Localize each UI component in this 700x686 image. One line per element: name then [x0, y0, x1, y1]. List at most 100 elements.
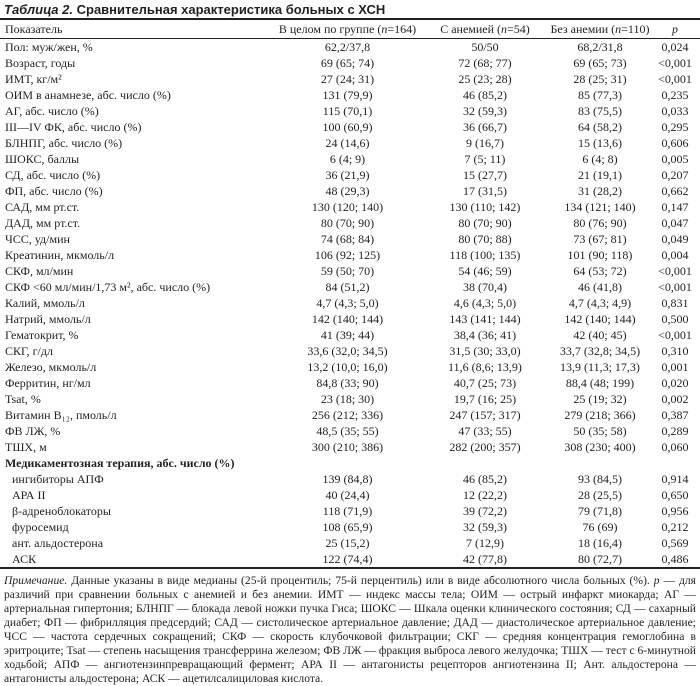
note-text-2: — для различий при сравнении больных с а…: [4, 574, 696, 685]
value-anemia: 4,6 (4,3; 5,0): [453, 296, 517, 310]
value-anemia: 38 (70,4): [463, 280, 507, 294]
note-label: Примечание.: [4, 574, 68, 587]
table-row: АГ, абс. число (%) 115 (70,1) 32 (59,3) 83 …: [0, 103, 700, 119]
value-p: 0,295: [661, 120, 689, 134]
table-row: БЛНПГ, абс. число (%) 24 (14,6) 9 (16,7) 15…: [0, 135, 700, 151]
value-anemia: 32 (59,3): [463, 104, 507, 118]
table-row: СКФ, мл/мин 59 (50; 70) 54 (46; 59) 64 (53;…: [0, 263, 700, 279]
table-row: САД, мм рт.ст. 130 (120; 140) 130 (110; 14…: [0, 199, 700, 215]
value-anemia: 247 (157; 317): [449, 408, 521, 422]
row-label: Возраст, годы: [5, 56, 76, 70]
table-row: Ферритин, нг/мл 84,8 (33; 90) 40,7 (25; 73…: [0, 375, 700, 391]
note-text-1: Данные указаны в виде медианы (25-й проц…: [67, 574, 654, 587]
value-total: 139 (84,8): [322, 472, 373, 486]
comparison-table: Показатель В целом по группе (n=164) С а…: [0, 21, 700, 569]
table-number: Таблица 2.: [4, 2, 73, 17]
value-no-anemia: 15 (13,6): [578, 136, 622, 150]
table-row: Tsat, % 23 (18; 30) 19,7 (16; 25) 25 (19; 3…: [0, 391, 700, 407]
value-p: 0,049: [661, 232, 689, 246]
row-label: β-адреноблокаторы: [12, 504, 111, 518]
value-no-anemia: 64 (53; 72): [573, 264, 627, 278]
table-row: Возраст, годы 69 (65; 74) 72 (68; 77) 69 (6…: [0, 55, 700, 71]
value-anemia: 50/50: [471, 40, 499, 54]
value-no-anemia: 279 (218; 366): [564, 408, 636, 422]
value-no-anemia: 25 (19; 32): [573, 392, 627, 406]
value-p: <0,001: [658, 72, 692, 86]
value-p: 0,005: [661, 152, 689, 166]
table-row: ИМТ, кг/м² 27 (24; 31) 25 (23; 28) 28 (25; …: [0, 71, 700, 87]
table-row: β-адреноблокаторы 118 (71,9) 39 (72,2) 79 (…: [0, 503, 700, 519]
row-label: БЛНПГ, абс. число (%): [5, 136, 123, 150]
value-total: 59 (50; 70): [320, 264, 375, 278]
value-p: 0,606: [661, 136, 689, 150]
value-p: 0,650: [661, 488, 689, 502]
value-p: 0,956: [661, 504, 689, 518]
table-row: АСК 122 (74,4) 42 (77,8) 80 (72,7) 0,486: [0, 551, 700, 568]
value-anemia: 11,6 (8,6; 13,9): [448, 360, 522, 374]
value-p: <0,001: [658, 328, 692, 342]
value-no-anemia: 13,9 (11,3; 17,3): [560, 360, 640, 374]
row-label: Калий, ммоль/л: [5, 296, 85, 310]
value-total: 115 (70,1): [322, 104, 373, 118]
value-p: 0,662: [661, 184, 689, 198]
row-label: ФП, абс. число (%): [5, 184, 103, 198]
value-anemia: 12 (22,2): [463, 488, 507, 502]
value-p: 0,004: [661, 248, 689, 262]
table-row: ФВ ЛЖ, % 48,5 (35; 55) 47 (33; 55) 50 (35; …: [0, 423, 700, 439]
value-total: 74 (68; 84): [320, 232, 375, 246]
table-row: СКФ <60 мл/мин/1,73 м², абс. число (%) 84…: [0, 279, 700, 295]
value-p: 0,289: [661, 424, 689, 438]
value-anemia: 72 (68; 77): [458, 56, 512, 70]
note-p: p: [653, 574, 660, 587]
row-label: ИМТ, кг/м²: [5, 72, 62, 86]
value-p: 0,001: [661, 360, 689, 374]
value-anemia: 143 (141; 144): [449, 312, 521, 326]
table-row: ЧСС, уд/мин 74 (68; 84) 80 (70; 88) 73 (67;…: [0, 231, 700, 247]
table-row: ФП, абс. число (%) 48 (29,3) 17 (31,5) 31 (…: [0, 183, 700, 199]
table-row: СД, абс. число (%) 36 (21,9) 15 (27,7) 21 (…: [0, 167, 700, 183]
table-row: Железо, мкмоль/л 13,2 (10,0; 16,0) 11,6 (8…: [0, 359, 700, 375]
row-label: СКГ, г/дл: [5, 344, 53, 358]
value-anemia: 80 (70; 88): [458, 232, 512, 246]
row-label: Натрий, ммоль/л: [5, 312, 91, 326]
row-label: АГ, абс. число (%): [5, 104, 99, 118]
value-no-anemia: 6 (4; 8): [582, 152, 618, 166]
value-anemia: 7 (5; 11): [464, 152, 506, 166]
row-label: фуросемид: [12, 520, 69, 534]
row-label: ДАД, мм рт.ст.: [5, 216, 81, 230]
value-no-anemia: 80 (72,7): [578, 552, 622, 566]
table-row: ант. альдостерона 25 (15,2) 7 (12,9) 18 (16…: [0, 535, 700, 551]
therapy-heading-row: Медикаментозная терапия, абс. число (%): [0, 455, 700, 471]
value-total: 62,2/37,8: [324, 40, 371, 54]
value-total: 142 (140; 144): [311, 312, 384, 326]
value-no-anemia: 79 (71,8): [578, 504, 622, 518]
value-p: 0,047: [661, 216, 689, 230]
value-total: 69 (65; 74): [320, 56, 375, 70]
row-label: Креатинин, мкмоль/л: [5, 248, 115, 262]
row-label: АРА II: [12, 488, 46, 502]
value-p: <0,001: [658, 56, 692, 70]
value-total: 6 (4; 9): [329, 152, 366, 166]
header-total: В целом по группе (n=164): [275, 21, 420, 39]
value-total: 130 (120; 140): [311, 200, 384, 214]
value-no-anemia: 73 (67; 81): [573, 232, 627, 246]
value-p: 0,387: [661, 408, 689, 422]
value-total: 118 (71,9): [322, 504, 373, 518]
value-anemia: 9 (16,7): [466, 136, 504, 150]
value-no-anemia: 31 (28,2): [578, 184, 622, 198]
row-label: Гематокрит, %: [5, 328, 79, 342]
table-row: АРА II 40 (24,4) 12 (22,2) 28 (25,5) 0,650: [0, 487, 700, 503]
value-total: 300 (210; 386): [311, 440, 384, 454]
value-no-anemia: 85 (77,3): [578, 88, 622, 102]
value-no-anemia: 88,4 (48; 199): [565, 376, 635, 390]
value-no-anemia: 21 (19,1): [578, 168, 622, 182]
table-title: Таблица 2. Сравнительная характеристика …: [0, 0, 700, 20]
value-no-anemia: 46 (41,8): [578, 280, 622, 294]
table-row: Пол: муж/жен, % 62,2/37,8 50/50 68,2/31,8 0,…: [0, 39, 700, 56]
value-no-anemia: 28 (25; 31): [573, 72, 627, 86]
row-label: АСК: [12, 552, 37, 566]
value-p: <0,001: [658, 280, 692, 294]
value-total: 106 (92; 125): [314, 248, 381, 262]
table-row: Калий, ммоль/л 4,7 (4,3; 5,0) 4,6 (4,3; 5,…: [0, 295, 700, 311]
value-anemia: 31,5 (30; 33,0): [449, 344, 521, 358]
